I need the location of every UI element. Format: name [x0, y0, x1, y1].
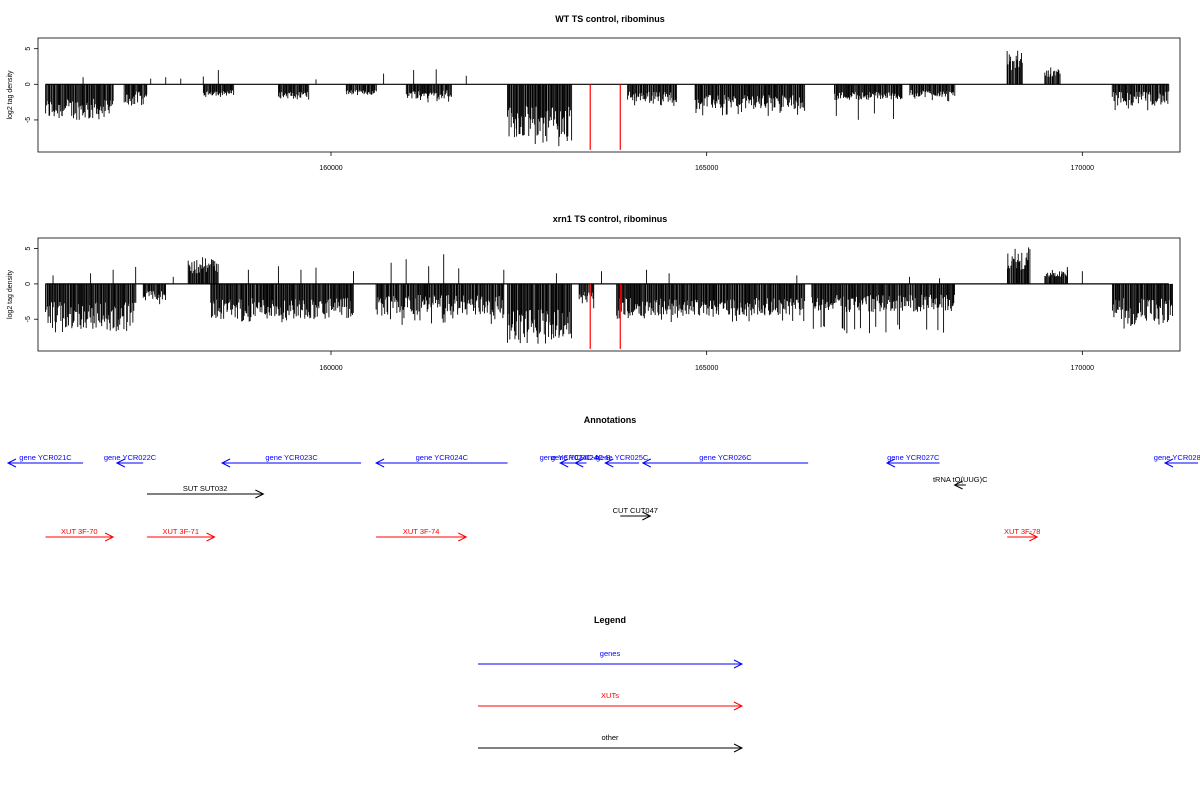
annotation-arrow-head	[104, 532, 115, 542]
x-tick-label: 170000	[1071, 165, 1094, 172]
annotation-arrow-head	[374, 458, 385, 468]
annotation-label: XUT 3F-70	[61, 527, 98, 536]
annotation-label: gene YCR022C	[104, 453, 157, 462]
plot-frame	[37, 237, 1181, 352]
annotation-arrow-head	[1163, 458, 1174, 468]
legend-label: XUTs	[601, 691, 619, 700]
x-tick-label: 160000	[319, 365, 342, 372]
annotation-label: gene YCR023C	[265, 453, 318, 462]
plot-title: WT TS control, ribominus	[555, 14, 665, 24]
y-axis-label: log2 tag density	[7, 269, 14, 319]
annotation-label: CUT CUT047	[613, 506, 658, 515]
y-tick-label: 0	[25, 282, 32, 286]
x-tick-label: 165000	[695, 165, 718, 172]
annotation-label: tRNA tQ(UUG)C	[933, 475, 988, 484]
annotation-arrow-head	[220, 458, 231, 468]
annotation-label: gene YCR024C	[416, 453, 469, 462]
annotation-label: gene YCR021C	[19, 453, 72, 462]
annotation-label: XUT 3F-74	[403, 527, 440, 536]
plot-frame	[37, 37, 1181, 153]
annotation-label: gene YCR027C	[887, 453, 940, 462]
annotation-label: SUT SUT032	[183, 484, 227, 493]
legend-arrow-head	[733, 743, 744, 753]
annotation-label: gene YCR024C-B	[551, 453, 611, 462]
y-tick-label: -5	[25, 316, 32, 322]
y-tick-label: 5	[25, 247, 32, 251]
annotation-label: XUT 3F-71	[162, 527, 199, 536]
legend-arrow-head	[733, 659, 744, 669]
x-tick-label: 165000	[695, 365, 718, 372]
legend-label: genes	[600, 649, 621, 658]
y-tick-label: 0	[25, 82, 32, 86]
y-tick-label: 5	[25, 47, 32, 51]
annotation-arrow-head	[1029, 532, 1039, 542]
annotation-arrow-head	[953, 480, 963, 490]
annotation-label: gene YCR028C	[1154, 453, 1200, 462]
annotation-arrow-head	[559, 458, 569, 468]
legend-arrow-head	[733, 701, 744, 711]
annotations-title: Annotations	[584, 415, 637, 425]
annotation-arrow-head	[604, 458, 614, 468]
annotation-arrow-head	[458, 532, 468, 542]
annotation-arrow-head	[206, 532, 216, 542]
annotation-arrow-head	[642, 511, 652, 521]
annotation-arrow-head	[574, 458, 584, 468]
legend-label: other	[601, 733, 619, 742]
x-tick-label: 170000	[1071, 365, 1094, 372]
plot-panel-xrn1: xrn1 TS control, ribominus log2 tag densi…	[7, 214, 1181, 372]
plot-title: xrn1 TS control, ribominus	[553, 214, 668, 224]
plot-panel-wt: WT TS control, ribominus log2 tag density…	[7, 14, 1181, 172]
annotation-label: gene YCR025C	[596, 453, 649, 462]
annotation-label: gene YCR024C-A	[540, 453, 600, 462]
annotation-arrow-head	[6, 458, 17, 468]
x-tick-label: 160000	[319, 165, 342, 172]
annotation-arrow-head	[641, 458, 652, 468]
annotation-arrow-head	[115, 458, 126, 468]
annotation-arrow-head	[885, 458, 896, 468]
legend-panel: Legend genes XUTs other	[478, 615, 744, 753]
y-tick-label: -5	[25, 117, 32, 123]
legend-title: Legend	[594, 615, 626, 625]
annotations-panel: Annotations gene YCR021C gene YCR022C gene…	[6, 415, 1200, 542]
y-axis-label: log2 tag density	[7, 70, 14, 120]
annotation-label: gene YCR026C	[699, 453, 752, 462]
annotation-arrow-head	[255, 489, 265, 499]
annotation-label: XUT 3F-78	[1004, 527, 1041, 536]
